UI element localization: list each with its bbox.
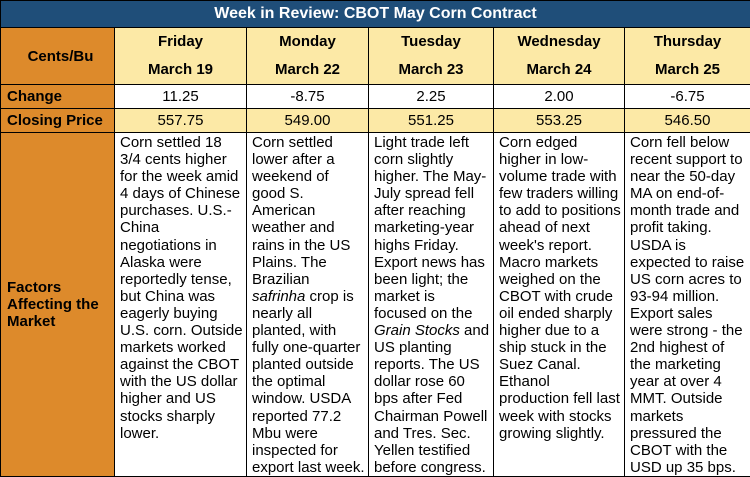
day-date: March 19: [115, 56, 246, 84]
factors-label-line: Factors: [7, 279, 114, 296]
day-name: Tuesday: [369, 28, 493, 56]
closing-price-thursday: 546.50: [625, 109, 750, 133]
factor-text-segment: Corn fell below recent support to near t…: [630, 134, 744, 476]
factor-text-segment: and US planting reports. The US dollar r…: [374, 322, 489, 476]
factor-text-segment: Light trade left corn slightly higher. T…: [374, 134, 486, 322]
day-date: March 23: [369, 56, 493, 84]
factors-text-monday: Corn settled lower after a weekend of go…: [247, 133, 369, 477]
change-value-thursday: -6.75: [625, 85, 750, 109]
closing-price-monday: 549.00: [247, 109, 369, 133]
change-value-monday: -8.75: [247, 85, 369, 109]
factors-text-thursday: Corn fell below recent support to near t…: [625, 133, 750, 477]
day-name: Wednesday: [494, 28, 624, 56]
factors-label-line: Affecting the: [7, 296, 114, 313]
factor-text-segment: Grain Stocks: [374, 322, 460, 339]
factor-text-segment: Corn settled 18 3/4 cents higher for the…: [120, 134, 243, 442]
day-name: Friday: [115, 28, 246, 56]
day-date: March 25: [625, 56, 750, 84]
factors-text-friday: Corn settled 18 3/4 cents higher for the…: [115, 133, 247, 477]
factors-text-wednesday: Corn edged higher in low-volume trade wi…: [494, 133, 625, 477]
closing-price-friday: 557.75: [115, 109, 247, 133]
factor-text-segment: Corn settled lower after a weekend of go…: [252, 134, 350, 288]
closing-price-wednesday: 553.25: [494, 109, 625, 133]
factor-text-segment: crop is nearly all planted, with fully o…: [252, 288, 365, 476]
factor-text-segment: safrinha: [252, 288, 305, 305]
change-label: Change: [1, 85, 115, 109]
day-name: Monday: [247, 28, 368, 56]
closing-price-tuesday: 551.25: [369, 109, 494, 133]
factors-label-line: Market: [7, 313, 114, 330]
factors-row: Factors Affecting the Market Corn settle…: [1, 133, 750, 477]
closing-price-label: Closing Price: [1, 109, 115, 133]
factor-text-segment: Corn edged higher in low-volume trade wi…: [499, 134, 621, 442]
unit-label: Cents/Bu: [1, 28, 115, 85]
factors-text-tuesday: Light trade left corn slightly higher. T…: [369, 133, 494, 477]
factors-label: Factors Affecting the Market: [1, 133, 115, 477]
day-date: March 22: [247, 56, 368, 84]
change-value-wednesday: 2.00: [494, 85, 625, 109]
table-title: Week in Review: CBOT May Corn Contract: [1, 1, 750, 28]
change-value-tuesday: 2.25: [369, 85, 494, 109]
day-date: March 24: [494, 56, 624, 84]
day-name: Thursday: [625, 28, 750, 56]
change-value-friday: 11.25: [115, 85, 247, 109]
